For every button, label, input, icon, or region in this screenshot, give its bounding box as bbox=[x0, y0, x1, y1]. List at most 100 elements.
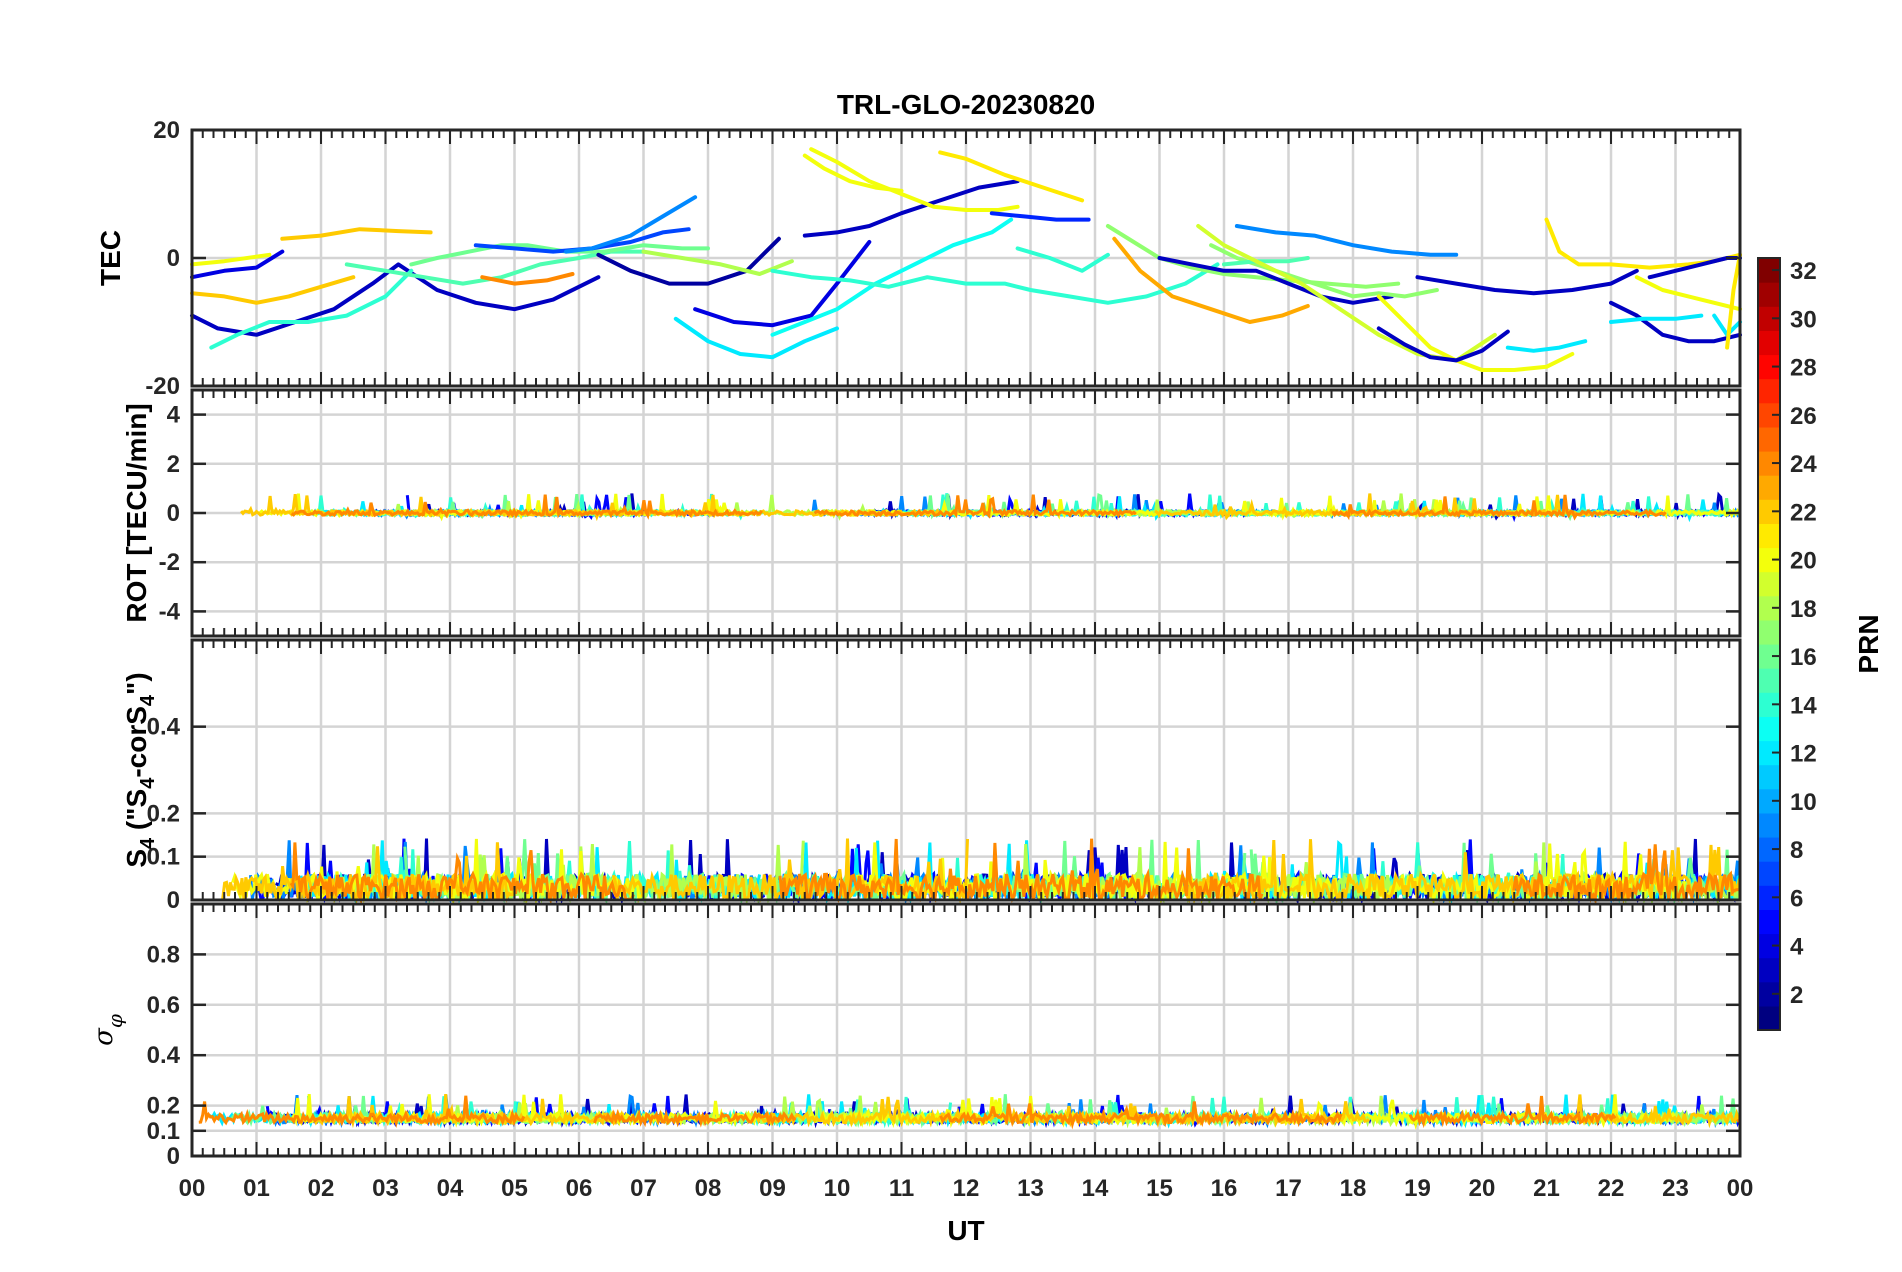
x-tick-label: 14 bbox=[1082, 1175, 1109, 1202]
colorbar-tick-label: 28 bbox=[1790, 355, 1817, 382]
tec-trace-prn-6 bbox=[989, 211, 1091, 222]
tec-trace-prn-12 bbox=[673, 316, 839, 360]
sigma_phi-trace-prn-24 bbox=[1736, 1119, 1740, 1123]
tec-trace-prn-3 bbox=[1376, 326, 1510, 363]
tec-trace-prn-22 bbox=[280, 227, 433, 241]
colorbar-band bbox=[1758, 571, 1780, 597]
x-tick-label: 11 bbox=[889, 1175, 914, 1202]
colorbar-tick-label: 14 bbox=[1790, 692, 1817, 719]
tec-trace-prn-3 bbox=[1157, 256, 1394, 305]
tec-trace-prn-22 bbox=[190, 275, 356, 305]
x-tick-label: 04 bbox=[437, 1175, 464, 1202]
colorbar-band bbox=[1758, 909, 1780, 935]
rot-trace-prn-24 bbox=[813, 494, 1137, 519]
x-tick-label: 19 bbox=[1404, 1175, 1431, 1202]
y-tick-label: 20 bbox=[153, 117, 180, 144]
colorbar-tick-label: 18 bbox=[1790, 596, 1817, 623]
sigma_phi-trace-prn-24 bbox=[939, 1101, 1343, 1130]
colorbar-band bbox=[1758, 668, 1780, 693]
s4-trace-prn-22 bbox=[1181, 839, 1695, 905]
y-tick-label: 0.4 bbox=[147, 1042, 181, 1069]
colorbar-band bbox=[1758, 692, 1780, 717]
x-tick-label: 13 bbox=[1017, 1175, 1044, 1202]
colorbar-tick-label: 26 bbox=[1790, 403, 1817, 430]
x-tick-label: 12 bbox=[953, 1175, 980, 1202]
y-tick-label: -20 bbox=[145, 373, 180, 400]
y-tick-label: 0 bbox=[167, 1143, 180, 1170]
tec-trace-prn-2 bbox=[596, 236, 781, 286]
traces-rot bbox=[239, 491, 1741, 523]
tec-trace-prn-14 bbox=[770, 262, 1220, 305]
y-tick-label: 0.2 bbox=[147, 800, 180, 827]
y-tick-label: -4 bbox=[159, 598, 181, 625]
colorbar-band bbox=[1758, 306, 1780, 331]
x-tick-label: 10 bbox=[824, 1175, 851, 1202]
colorbar-band bbox=[1758, 282, 1780, 307]
colorbar-tick-label: 10 bbox=[1790, 789, 1817, 816]
y-tick-label: 0 bbox=[167, 887, 180, 914]
y-tick-label: 0.2 bbox=[147, 1093, 180, 1120]
colorbar-band bbox=[1758, 523, 1780, 549]
x-tick-label: 22 bbox=[1598, 1175, 1625, 1202]
x-tick-label: 15 bbox=[1146, 1175, 1173, 1202]
traces-tec bbox=[190, 147, 1742, 372]
tec-trace-prn-20 bbox=[190, 252, 272, 267]
colorbar-band bbox=[1758, 716, 1780, 742]
colorbar-bands bbox=[1758, 258, 1780, 1031]
y-tick-label: 0 bbox=[167, 245, 180, 272]
tec-trace-prn-16 bbox=[409, 243, 710, 267]
colorbar-band bbox=[1758, 378, 1780, 404]
panel-s4: 0.4 0.2 0.1 0 S4 ("S4-corS4") bbox=[121, 638, 1742, 914]
x-tick-label: 03 bbox=[372, 1175, 399, 1202]
chart-title: TRL-GLO-20230820 bbox=[837, 89, 1095, 120]
panel-tec: 20 0 -20 TEC bbox=[95, 117, 1742, 400]
tec-trace-prn-13 bbox=[770, 217, 1014, 337]
y-tick-label: 0.4 bbox=[147, 714, 181, 741]
tec-trace-prn-9 bbox=[564, 195, 698, 254]
colorbar-band bbox=[1758, 764, 1780, 790]
x-tick-label: 16 bbox=[1211, 1175, 1238, 1202]
x-tick-label: 01 bbox=[243, 1175, 270, 1202]
tec-trace-prn-23 bbox=[1112, 236, 1310, 324]
tec-trace-prn-18 bbox=[641, 249, 794, 276]
s4-trace-prn-24 bbox=[289, 842, 635, 906]
x-tick-label: 02 bbox=[308, 1175, 335, 1202]
colorbar-band bbox=[1758, 475, 1780, 500]
y-tick-label: 0.8 bbox=[147, 941, 180, 968]
ytick-labels-rot: 4 2 0 -2 -4 bbox=[159, 402, 181, 626]
x-tick-label: 06 bbox=[566, 1175, 593, 1202]
tec-trace-prn-12 bbox=[1609, 313, 1704, 324]
x-tick-label: 20 bbox=[1469, 1175, 1496, 1202]
tec-trace-prn-3 bbox=[1609, 300, 1742, 344]
colorbar-band bbox=[1758, 933, 1780, 959]
y-tick-label: 4 bbox=[167, 402, 181, 429]
tec-trace-prn-3 bbox=[1415, 268, 1639, 296]
colorbar-band bbox=[1758, 451, 1780, 476]
x-axis-label: UT bbox=[947, 1215, 984, 1246]
tec-trace-prn-17 bbox=[1209, 243, 1439, 299]
y-tick-label: -2 bbox=[159, 549, 180, 576]
colorbar-band bbox=[1758, 330, 1780, 356]
x-tick-labels: 00 01 02 03 04 05 06 07 08 09 10 11 12 13 14 15 16 17 18 19… bbox=[179, 1175, 1754, 1202]
colorbar-tick-label: 2 bbox=[1790, 982, 1803, 1009]
tec-trace-prn-20 bbox=[1376, 294, 1575, 372]
tec-trace-prn-14 bbox=[1015, 246, 1110, 273]
rot-trace-prn-24 bbox=[1331, 494, 1667, 521]
traces-sigma-phi bbox=[198, 1093, 1741, 1130]
x-tick-label: 17 bbox=[1275, 1175, 1302, 1202]
colorbar-band bbox=[1758, 619, 1780, 645]
panel-sigma-phi: 0.80.60.40.20.10 σφ bbox=[89, 902, 1742, 1170]
s4-trace-prn-24 bbox=[1512, 844, 1739, 906]
colorbar-tick-label: 8 bbox=[1790, 837, 1803, 864]
colorbar-band bbox=[1758, 861, 1780, 886]
colorbar-tick-label: 32 bbox=[1790, 258, 1817, 285]
tec-trace-prn-4 bbox=[693, 240, 872, 328]
y-tick-label: 0.1 bbox=[147, 1118, 180, 1145]
colorbar-band bbox=[1758, 258, 1780, 283]
tec-trace-prn-14 bbox=[209, 268, 414, 350]
colorbar-band bbox=[1758, 426, 1780, 452]
x-tick-label: 00 bbox=[179, 1175, 206, 1202]
sigma_phi-trace-prn-24 bbox=[198, 1095, 526, 1129]
tec-trace-prn-21 bbox=[1725, 252, 1742, 350]
